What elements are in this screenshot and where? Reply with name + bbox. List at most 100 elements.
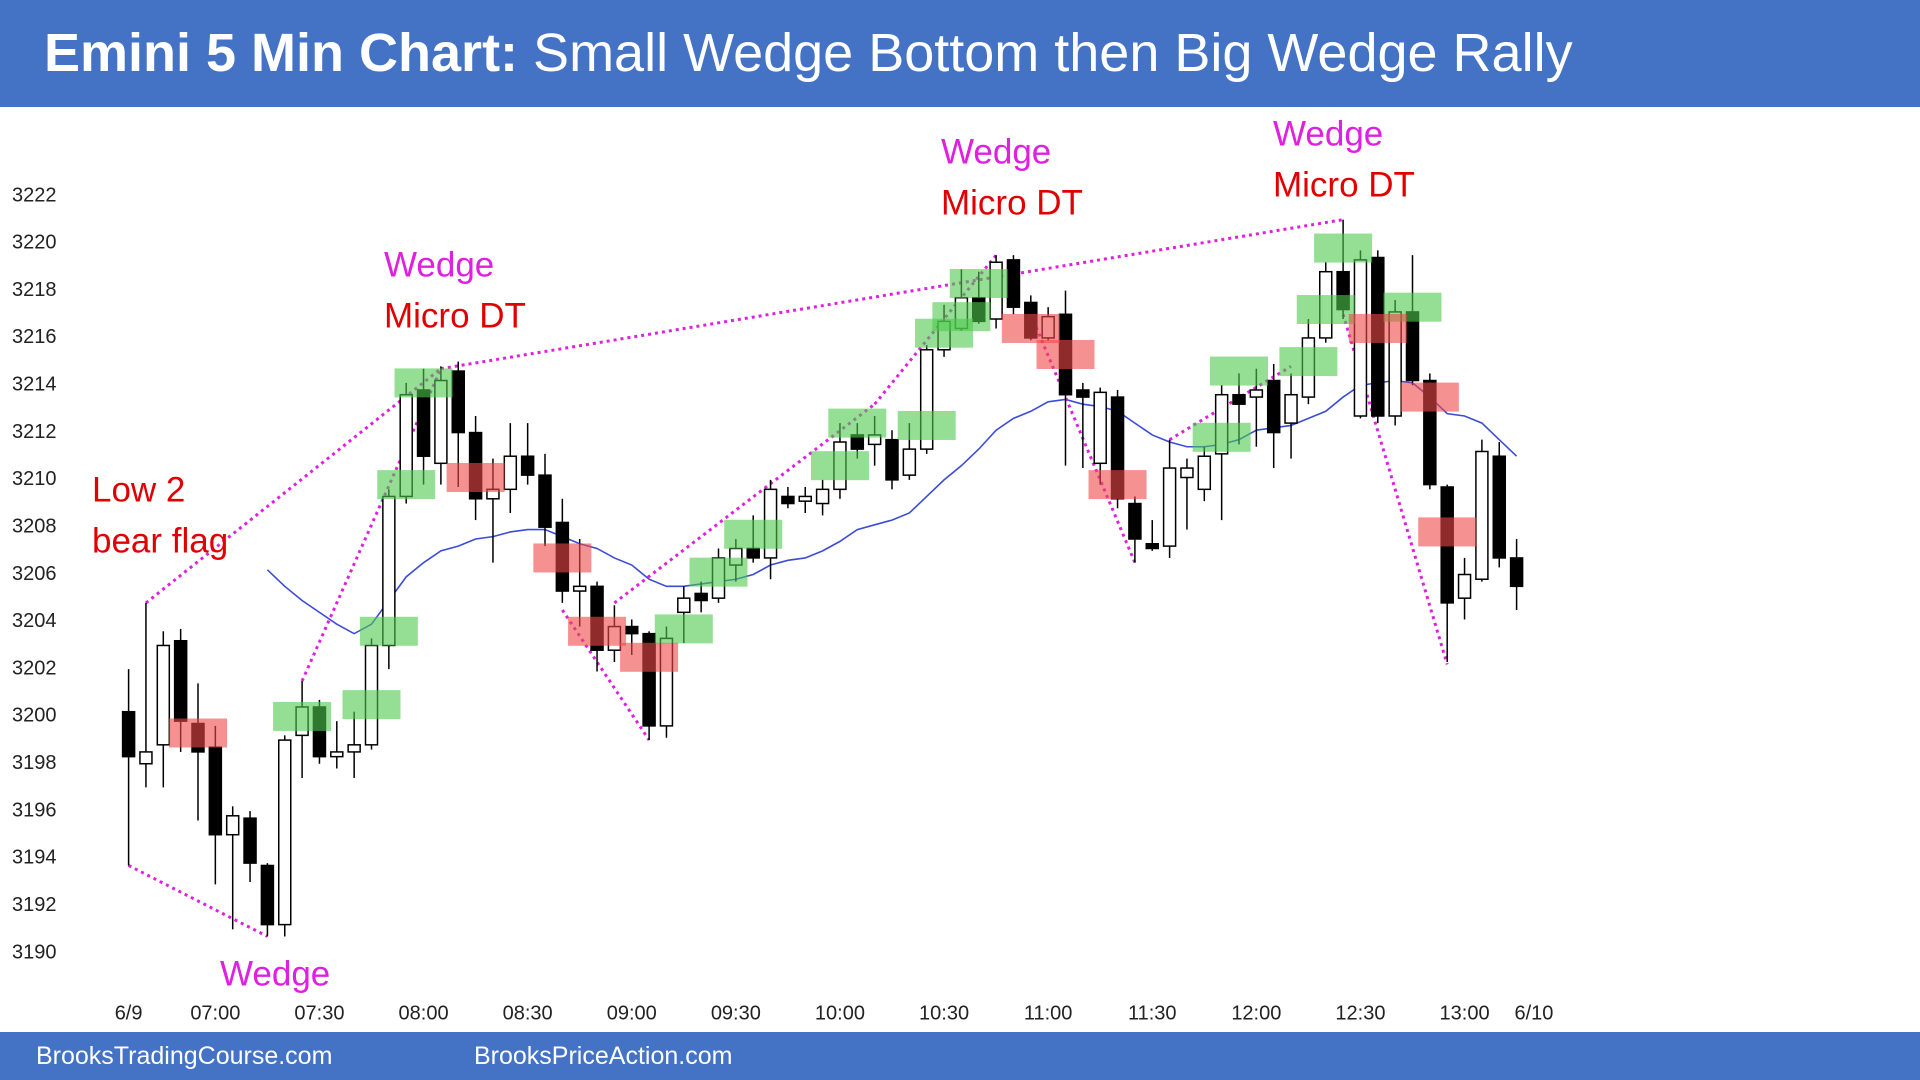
candle-body: [139, 751, 153, 765]
candle-body: [902, 448, 917, 476]
y-tick-label: 3218: [12, 279, 57, 301]
trendline: [300, 368, 443, 682]
candle-body: [1128, 502, 1142, 540]
x-tick-label: 08:30: [503, 1002, 553, 1024]
y-tick-label: 3220: [12, 232, 57, 254]
bear-signal: [533, 543, 592, 573]
bear-signal: [620, 642, 679, 672]
x-tick-label: 09:30: [711, 1002, 761, 1024]
bull-signal: [273, 701, 332, 731]
y-tick-label: 3198: [12, 752, 57, 774]
x-tick-label: 11:00: [1024, 1002, 1073, 1024]
candle-body: [1145, 542, 1159, 550]
candle-body: [885, 438, 899, 481]
title-bold: Emini 5 Min Chart:: [44, 23, 519, 83]
candle-body: [347, 744, 361, 753]
candle-body: [1093, 391, 1107, 465]
annotation: Wedge: [1273, 114, 1383, 153]
y-tick-label: 3206: [12, 563, 57, 585]
candle-body: [208, 746, 223, 836]
candle-body: [1492, 455, 1506, 559]
candle-body: [121, 710, 136, 758]
bear-signal: [1001, 313, 1060, 343]
x-tick-label: 08:00: [399, 1002, 449, 1024]
footer-link[interactable]: BrooksPriceAction.com: [474, 1042, 733, 1070]
x-tick-label: 6/10: [1514, 1002, 1553, 1024]
candle-body: [173, 639, 188, 722]
candle-body: [815, 488, 830, 505]
candle-body: [1006, 259, 1021, 308]
candle-body: [798, 495, 812, 502]
candle-body: [278, 739, 292, 926]
bull-signal: [1192, 422, 1251, 452]
candle-body: [156, 644, 171, 746]
bull-signal: [689, 557, 748, 587]
candle-body: [225, 815, 240, 836]
trendline: [561, 609, 651, 741]
x-tick-label: 09:00: [607, 1002, 657, 1024]
candle-body: [1232, 393, 1246, 405]
annotation: Micro DT: [941, 183, 1083, 222]
candle-body: [781, 495, 795, 505]
candle-body: [330, 751, 344, 758]
bull-signal: [897, 410, 956, 440]
annotation: Micro DT: [1273, 165, 1415, 204]
candle-body: [572, 585, 587, 592]
bear-signal: [1418, 517, 1477, 547]
bull-signal: [724, 519, 783, 549]
y-tick-label: 3194: [12, 847, 57, 869]
candle-body: [503, 455, 518, 491]
candle-body: [243, 817, 257, 864]
candle-body: [451, 370, 465, 434]
footer-link[interactable]: BrooksTradingCourse.com: [36, 1042, 333, 1070]
bear-signal: [169, 718, 227, 748]
x-tick-label: 11:30: [1128, 1002, 1177, 1024]
bull-signal: [394, 368, 453, 398]
bull-signal: [828, 408, 887, 438]
candle-body: [1284, 393, 1298, 424]
x-tick-label: 12:00: [1231, 1002, 1281, 1024]
title: Small Wedge Bottom then Big Wedge Rally: [533, 23, 1573, 83]
x-tick-label: 6/9: [115, 1002, 143, 1024]
y-tick-label: 3222: [12, 184, 57, 206]
bull-signal: [1314, 233, 1373, 263]
candle-body: [538, 474, 552, 528]
candle-body: [746, 547, 760, 559]
y-tick-label: 3214: [12, 374, 57, 396]
candle-body: [1162, 467, 1177, 547]
candle-body: [1266, 379, 1281, 434]
x-tick-label: 07:30: [294, 1002, 344, 1024]
annotation: Wedge: [220, 954, 330, 993]
candle-body: [1197, 455, 1212, 491]
x-tick-label: 13:00: [1440, 1002, 1490, 1024]
candle-body: [625, 625, 639, 635]
annotation: bear flag: [92, 521, 228, 560]
moving-average: [266, 379, 1518, 635]
bull-signal: [377, 470, 436, 500]
annotation: Low 2: [92, 470, 185, 509]
x-tick-label: 12:30: [1335, 1002, 1385, 1024]
bull-signal: [359, 616, 418, 646]
bear-signal: [446, 463, 505, 493]
bull-signal: [654, 614, 713, 644]
bull-signal: [949, 269, 1008, 299]
bull-signal: [1296, 295, 1355, 325]
candle-body: [1405, 311, 1420, 382]
candle-body: [416, 389, 431, 457]
candle-body: [1249, 389, 1264, 398]
y-tick-label: 3202: [12, 657, 57, 679]
bull-signal: [810, 451, 869, 481]
y-tick-label: 3210: [12, 468, 57, 490]
x-tick-label: 10:30: [919, 1002, 969, 1024]
trendline: [1168, 365, 1292, 441]
bear-signal: [1036, 339, 1095, 369]
candle-body: [694, 592, 708, 602]
bear-signal: [1400, 382, 1459, 412]
y-tick-label: 3200: [12, 705, 57, 727]
candle-body: [677, 597, 691, 614]
trendline: [127, 864, 269, 938]
bull-signal: [1279, 347, 1338, 377]
bear-signal: [1348, 313, 1407, 343]
y-tick-label: 3216: [12, 326, 57, 348]
